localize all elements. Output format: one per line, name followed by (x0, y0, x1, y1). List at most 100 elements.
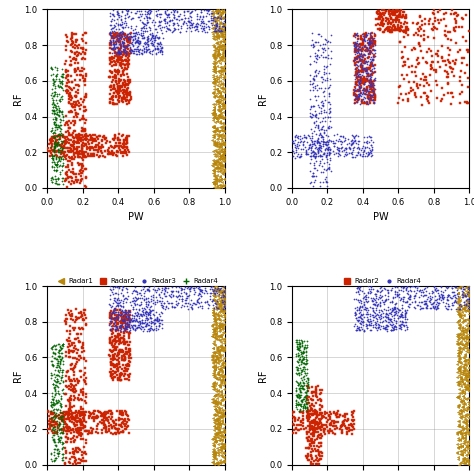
Point (334, 149, 342, 157)
Point (112, 77, 119, 84)
Point (336, 146, 343, 154)
Point (118, 324, 125, 332)
Point (119, 312, 127, 320)
Point (131, 35, 138, 42)
Point (351, 99, 359, 107)
Point (213, 444, 221, 451)
Point (218, 361, 226, 369)
Point (319, 101, 327, 109)
Point (217, 145, 225, 152)
Point (420, 285, 428, 292)
Point (292, 401, 300, 409)
Point (58, 162, 66, 169)
Point (81, 443, 88, 451)
Point (289, 137, 296, 145)
Point (151, 25, 158, 33)
Point (55, 131, 63, 138)
Point (212, 173, 220, 181)
Point (70, 420, 78, 428)
Point (112, 302, 120, 310)
Point (210, 100, 217, 107)
Point (103, 414, 111, 421)
Point (312, 110, 320, 118)
Point (351, 31, 359, 38)
Point (118, 310, 126, 317)
Point (111, 337, 118, 345)
Point (129, 303, 137, 310)
Point (383, 26, 390, 33)
Point (128, 317, 135, 324)
Point (360, 66, 368, 73)
Point (460, 292, 468, 299)
Point (214, 17, 222, 24)
Point (319, 162, 326, 170)
Point (55, 371, 62, 379)
Point (112, 74, 119, 82)
Point (96, 418, 103, 426)
Point (210, 62, 217, 70)
Point (324, 164, 332, 172)
Point (113, 9, 120, 16)
Point (123, 71, 131, 78)
Point (63, 318, 70, 326)
Point (47, 127, 55, 135)
Point (369, 87, 377, 95)
Point (68, 377, 76, 385)
Point (99, 429, 106, 437)
Point (456, 447, 464, 455)
Point (74, 346, 82, 354)
Point (376, 12, 384, 19)
Point (71, 45, 79, 52)
Point (91, 143, 99, 151)
Point (155, 10, 163, 18)
Point (213, 141, 221, 148)
Point (463, 394, 470, 401)
Point (68, 415, 76, 423)
Point (64, 76, 72, 83)
Point (120, 32, 128, 40)
Point (48, 125, 56, 132)
Point (297, 391, 305, 399)
Point (187, 19, 194, 27)
Point (74, 81, 82, 89)
Point (55, 107, 63, 114)
Point (392, 27, 399, 34)
Point (212, 22, 220, 29)
Point (87, 134, 94, 142)
Point (129, 43, 137, 50)
Point (111, 306, 118, 313)
Point (60, 150, 67, 157)
Point (49, 429, 57, 437)
Point (456, 297, 464, 304)
Point (54, 425, 62, 432)
Point (220, 300, 228, 308)
Point (75, 334, 82, 342)
Point (459, 60, 466, 67)
Point (68, 381, 76, 389)
Point (132, 37, 139, 45)
Point (121, 34, 129, 41)
Point (300, 364, 308, 371)
Point (179, 20, 187, 28)
Point (218, 432, 225, 439)
Point (298, 356, 306, 364)
Point (104, 409, 111, 417)
Point (212, 130, 220, 137)
Point (359, 36, 367, 44)
Point (65, 90, 73, 98)
Point (316, 104, 323, 111)
Point (303, 414, 311, 422)
Point (218, 24, 225, 32)
Point (357, 306, 365, 314)
Point (86, 412, 94, 419)
Point (51, 419, 58, 426)
Point (458, 89, 465, 96)
Point (81, 310, 88, 317)
Point (162, 305, 169, 313)
Point (57, 401, 64, 408)
Point (62, 82, 70, 90)
Point (464, 455, 471, 462)
Point (69, 102, 76, 110)
Point (358, 316, 365, 323)
Point (445, 89, 452, 97)
